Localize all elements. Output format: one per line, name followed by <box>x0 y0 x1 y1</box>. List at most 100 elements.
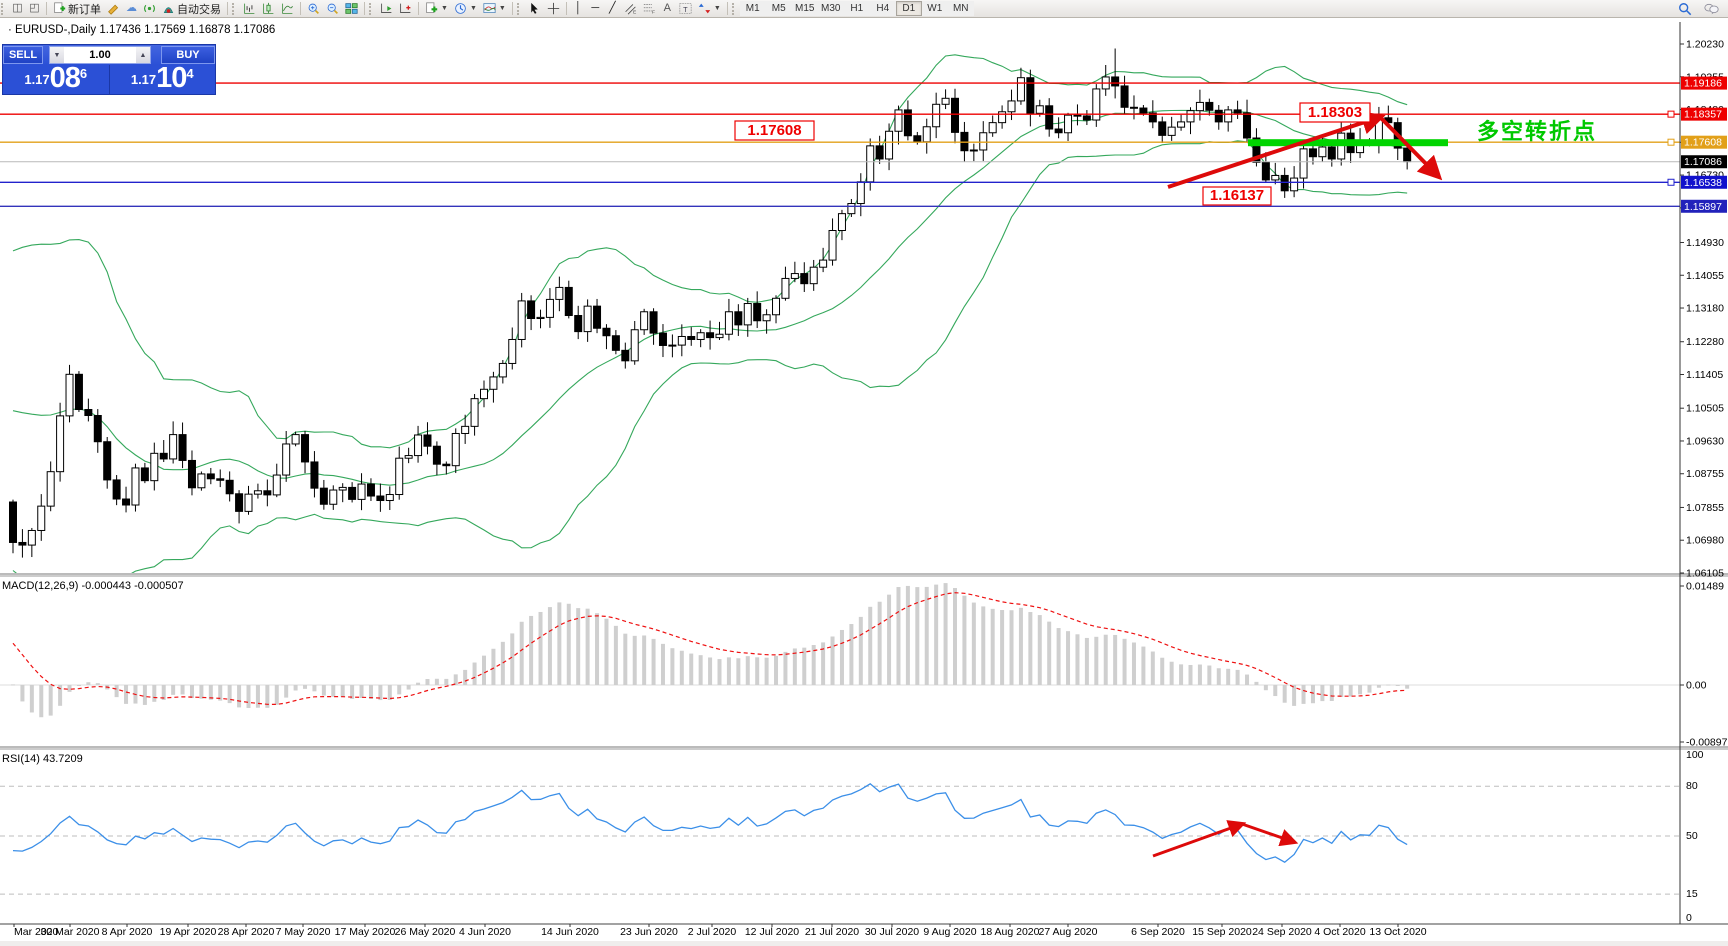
line-chart-icon[interactable] <box>278 1 297 16</box>
level-handle[interactable] <box>1667 178 1675 186</box>
sell-price[interactable]: 1.17 08 6 <box>3 64 110 95</box>
macd-histogram-bar <box>472 662 477 685</box>
template-button[interactable]: ▼ <box>480 1 509 16</box>
zoom-in-icon[interactable] <box>304 1 323 16</box>
volume-value[interactable]: 1.00 <box>89 49 111 61</box>
date-tick-label: 12 Jul 2020 <box>745 926 799 938</box>
buy-button[interactable]: BUY <box>161 46 215 64</box>
macd-histogram-bar <box>1226 668 1231 685</box>
timeframe-M30[interactable]: M30 <box>817 1 844 16</box>
buy-price[interactable]: 1.17 10 4 <box>110 64 216 95</box>
green-level-bar[interactable] <box>1248 139 1448 147</box>
chart-title: · EURUSD-,Daily 1.17436 1.17569 1.16878 … <box>8 24 275 36</box>
crosshair-icon[interactable] <box>544 1 563 16</box>
macd-histogram-bar <box>48 685 53 716</box>
price-badge <box>1681 107 1727 121</box>
macd-histogram-bar <box>604 618 609 685</box>
macd-histogram-bar <box>39 685 44 718</box>
separator <box>227 2 228 15</box>
level-handle[interactable] <box>1667 110 1675 118</box>
macd-histogram-bar <box>58 685 63 706</box>
autotrading-button[interactable]: 自动交易 <box>159 1 224 16</box>
macd-histogram-bar <box>708 657 713 685</box>
sell-button[interactable]: SELL <box>3 46 43 64</box>
volume-up-button[interactable]: ▲ <box>136 47 150 63</box>
chart-profile-icon[interactable] <box>396 1 415 16</box>
rsi-annotation-arrow[interactable] <box>1152 820 1247 858</box>
candlestick-chart-icon[interactable] <box>259 1 278 16</box>
rsi-axis-label: 100 <box>1686 749 1704 761</box>
horizontal-line-icon[interactable]: ─ <box>587 1 604 16</box>
zoom-out-icon[interactable] <box>323 1 342 16</box>
green-note-text[interactable]: 多空转折点 <box>1477 119 1597 144</box>
timeframe-M1[interactable]: M1 <box>739 1 766 16</box>
rsi-label: RSI(14) 43.7209 <box>2 753 83 765</box>
svg-text:E: E <box>633 9 637 15</box>
trend-annotation-arrow[interactable] <box>1378 115 1443 181</box>
macd-histogram-bar <box>340 685 345 698</box>
timeframe-H1[interactable]: H1 <box>843 1 870 16</box>
vertical-line-icon[interactable]: │ <box>570 1 587 16</box>
macd-histogram-bar <box>679 650 684 685</box>
macd-histogram-bar <box>962 595 967 685</box>
timeframe-H4[interactable]: H4 <box>869 1 896 16</box>
chat-icon[interactable] <box>1701 1 1722 16</box>
new-chart-icon[interactable] <box>377 1 396 16</box>
tile-windows-icon[interactable] <box>342 1 361 16</box>
macd-histogram-bar <box>161 685 166 700</box>
macd-histogram-bar <box>613 625 618 685</box>
timeframe-M5[interactable]: M5 <box>765 1 792 16</box>
arrows-icon[interactable]: ▼ <box>695 1 724 16</box>
price-callout-box[interactable] <box>1299 102 1371 123</box>
macd-histogram-bar <box>321 685 326 696</box>
bar-chart-icon[interactable] <box>240 1 259 16</box>
volume-stepper: ▼ 1.00 ▲ <box>49 46 151 64</box>
period-clock-button[interactable]: ▼ <box>451 1 480 16</box>
macd-histogram-bar <box>858 616 863 685</box>
trendline-icon[interactable]: ╱ <box>604 1 621 16</box>
date-tick-label: 4 Jun 2020 <box>459 926 511 938</box>
macd-histogram-bar <box>1348 685 1353 697</box>
macd-histogram-bar <box>755 657 760 685</box>
timeframe-M15[interactable]: M15 <box>791 1 818 16</box>
trade-panel-top-row: SELL ▼ 1.00 ▲ BUY <box>3 45 215 65</box>
price-axis[interactable]: 1.202301.193551.184801.176051.167301.158… <box>1680 39 1727 580</box>
macd-histogram-bar <box>1056 628 1061 685</box>
signal-icon[interactable] <box>140 1 159 16</box>
timeframe-D1[interactable]: D1 <box>895 1 922 16</box>
cursor-icon[interactable] <box>525 1 544 16</box>
separator <box>46 2 47 15</box>
price-callout-box[interactable] <box>1202 186 1272 206</box>
trend-annotation-arrow[interactable] <box>1167 111 1386 189</box>
fibonacci-icon[interactable]: F <box>640 1 659 16</box>
volume-down-button[interactable]: ▼ <box>50 47 64 63</box>
macd-histogram-bar <box>1169 661 1174 685</box>
chart-window-icon[interactable]: ◫ <box>9 1 26 16</box>
macd-histogram-bar <box>1329 685 1334 701</box>
macd-histogram-bar <box>1235 669 1240 685</box>
macd-histogram-bar <box>1150 651 1155 685</box>
new-order-button[interactable]: 新订单 <box>50 1 104 16</box>
rsi-annotation-arrow[interactable] <box>1241 822 1299 847</box>
add-indicator-button[interactable]: ▼ <box>422 1 451 16</box>
text-icon[interactable]: A <box>659 1 676 16</box>
macd-histogram-bar <box>726 657 731 685</box>
cloud-icon[interactable]: ☁ <box>123 1 140 16</box>
macd-histogram-bar <box>1122 638 1127 685</box>
macd-histogram-bar <box>576 608 581 685</box>
level-handle[interactable] <box>1667 138 1675 146</box>
macd-histogram-bar <box>76 685 81 686</box>
label-icon[interactable]: T <box>676 1 695 16</box>
rsi-axis-label: 15 <box>1686 888 1698 900</box>
price-callout-box[interactable] <box>734 120 815 141</box>
timeframe-W1[interactable]: W1 <box>921 1 948 16</box>
timeframe-MN[interactable]: MN <box>947 1 974 16</box>
macd-histogram-bar <box>689 653 694 685</box>
search-icon[interactable] <box>1675 1 1695 16</box>
channel-icon[interactable]: E <box>621 1 640 16</box>
autotrading-label: 自动交易 <box>177 3 221 16</box>
print-preview-icon[interactable]: ◰ <box>26 1 43 16</box>
crayon-icon[interactable] <box>104 1 123 16</box>
